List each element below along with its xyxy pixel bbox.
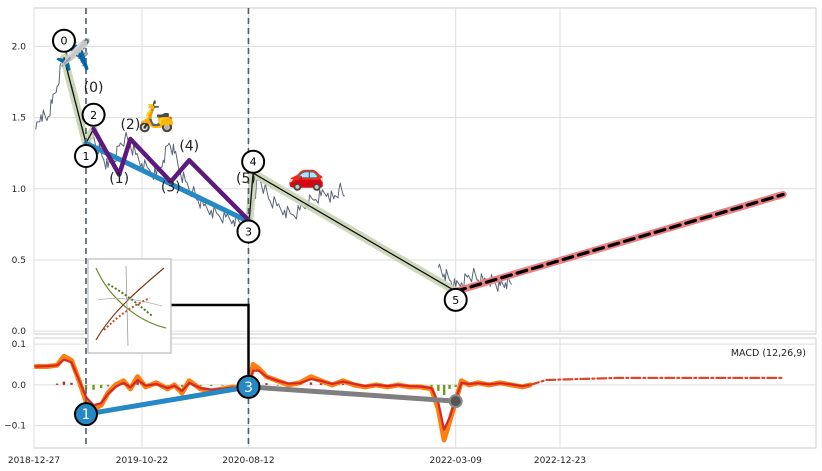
wave-marker-circle — [51, 28, 76, 53]
scooter-icon: 🛵 — [138, 99, 175, 134]
car-icon: 🚗 — [288, 157, 325, 192]
macd-histogram-bar — [265, 383, 268, 385]
x-tick-label: 2020-08-12 — [222, 456, 274, 466]
macd-panel: −0.10.00.1 13 MACD (12,26,9) — [4, 337, 817, 449]
x-tick-label: 2022-03-09 — [430, 456, 483, 466]
macd-y-tick-label: −0.1 — [4, 422, 26, 432]
price-wave-markers: 0 1 2 3 4 5 — [51, 28, 468, 312]
macd-marker-label: 1 — [82, 407, 91, 423]
price-y-tick-labels: 0.0 0.5 1.0 1.5 2.0 — [12, 42, 27, 337]
macd-end-dot — [448, 394, 463, 409]
macd-marker-label: 3 — [244, 380, 253, 396]
macd-series-trend-blue — [83, 384, 251, 417]
wave-marker-circle — [241, 149, 266, 174]
wave-annotation: (2) — [120, 117, 140, 133]
macd-histogram-bar — [84, 384, 88, 389]
wave-marker-label: 0 — [60, 35, 67, 48]
price-y-tick-label: 1.0 — [12, 185, 27, 195]
macd-series-signal-projection — [529, 376, 785, 386]
macd-histogram-bar — [341, 383, 345, 385]
x-tick-label: 2018-12-27 — [8, 456, 60, 466]
macd-y-tick-label: 0.1 — [12, 340, 26, 350]
price-series-trend-blue — [83, 140, 251, 224]
macd-histogram-bar — [309, 382, 313, 385]
macd-histogram-bar — [92, 384, 95, 390]
macd-histogram-bar — [454, 384, 457, 387]
wave-annotation: (1) — [109, 171, 129, 187]
macd-plot-area — [33, 337, 817, 449]
wave-marker-circle — [81, 102, 106, 127]
thumbnail-connector — [171, 303, 250, 376]
macd-series-macd-red — [34, 358, 532, 431]
wave-marker-circle — [73, 144, 98, 169]
macd-series-trend-gray — [246, 384, 459, 404]
wave-annotation: (4) — [179, 138, 199, 154]
macd-y-tick-label: 0.0 — [12, 381, 27, 391]
inset-thumbnail-frame — [87, 258, 172, 354]
wave-annotation: (0) — [84, 80, 104, 96]
macd-legend: MACD (12,26,9) — [731, 348, 806, 359]
wave-marker-circle — [443, 287, 468, 312]
wave-annotation: (3) — [161, 180, 181, 196]
macd-histogram-bar — [70, 382, 73, 385]
macd-histogram-bar — [136, 381, 139, 385]
thumbnail-connector-line — [171, 303, 250, 376]
macd-histogram-bar — [276, 384, 279, 386]
macd-marker-circle — [73, 402, 98, 427]
price-gridlines — [33, 8, 816, 334]
x-tick-labels: 2018-12-27 2019-10-22 2020-08-12 2022-03-09… — [8, 456, 586, 466]
macd-histogram-bar — [199, 384, 202, 387]
inset-thumbnail-image — [95, 265, 167, 347]
macd-y-tick-labels: −0.1 0.0 0.1 — [4, 340, 26, 431]
macd-histogram-bar — [437, 384, 440, 391]
wave-marker-label: 1 — [82, 150, 89, 163]
macd-series-layer — [34, 353, 785, 443]
macd-histogram-bar — [221, 384, 224, 386]
wave-marker-label: 4 — [250, 156, 257, 169]
price-y-tick-label: 1.5 — [12, 114, 26, 124]
macd-histogram-bar — [62, 381, 66, 385]
inset-thumbnail — [87, 258, 172, 354]
x-tick-label: 2022-12-23 — [534, 456, 586, 466]
macd-histogram-bar — [180, 384, 184, 387]
x-tick-label: 2019-10-22 — [116, 456, 168, 466]
wave-marker-label: 2 — [90, 109, 97, 122]
price-y-tick-label: 0.0 — [12, 327, 27, 337]
macd-histogram-bar — [442, 384, 446, 396]
price-y-tick-label: 2.0 — [12, 42, 27, 52]
price-wave-annotations: (0) (1) (2) (3) (4) (5) — [84, 80, 256, 196]
wave-marker-label: 3 — [245, 226, 252, 239]
price-series-projection-dash — [454, 192, 785, 293]
price-series-layer — [35, 50, 787, 296]
macd-histogram-bar — [210, 384, 213, 387]
macd-histogram-bar — [55, 383, 59, 385]
price-y-tick-label: 0.5 — [12, 256, 26, 266]
wave-annotation: (5) — [236, 171, 256, 187]
macd-histogram-bar — [106, 384, 110, 387]
macd-histogram-bar — [166, 384, 169, 386]
wave-marker-label: 5 — [452, 294, 459, 307]
macd-histogram-bar — [448, 384, 451, 389]
macd-histogram-bar — [430, 384, 433, 387]
macd-markers: 13 — [73, 374, 463, 427]
macd-histogram-bar — [319, 383, 323, 385]
wave-marker-circle — [236, 219, 261, 244]
macd-histogram-bar — [99, 384, 103, 389]
price-series-wave-purple — [91, 126, 251, 223]
